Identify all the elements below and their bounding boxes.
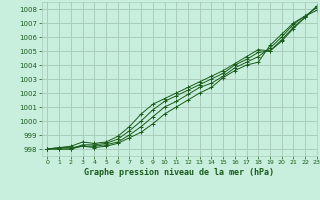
X-axis label: Graphe pression niveau de la mer (hPa): Graphe pression niveau de la mer (hPa) [84,168,274,177]
